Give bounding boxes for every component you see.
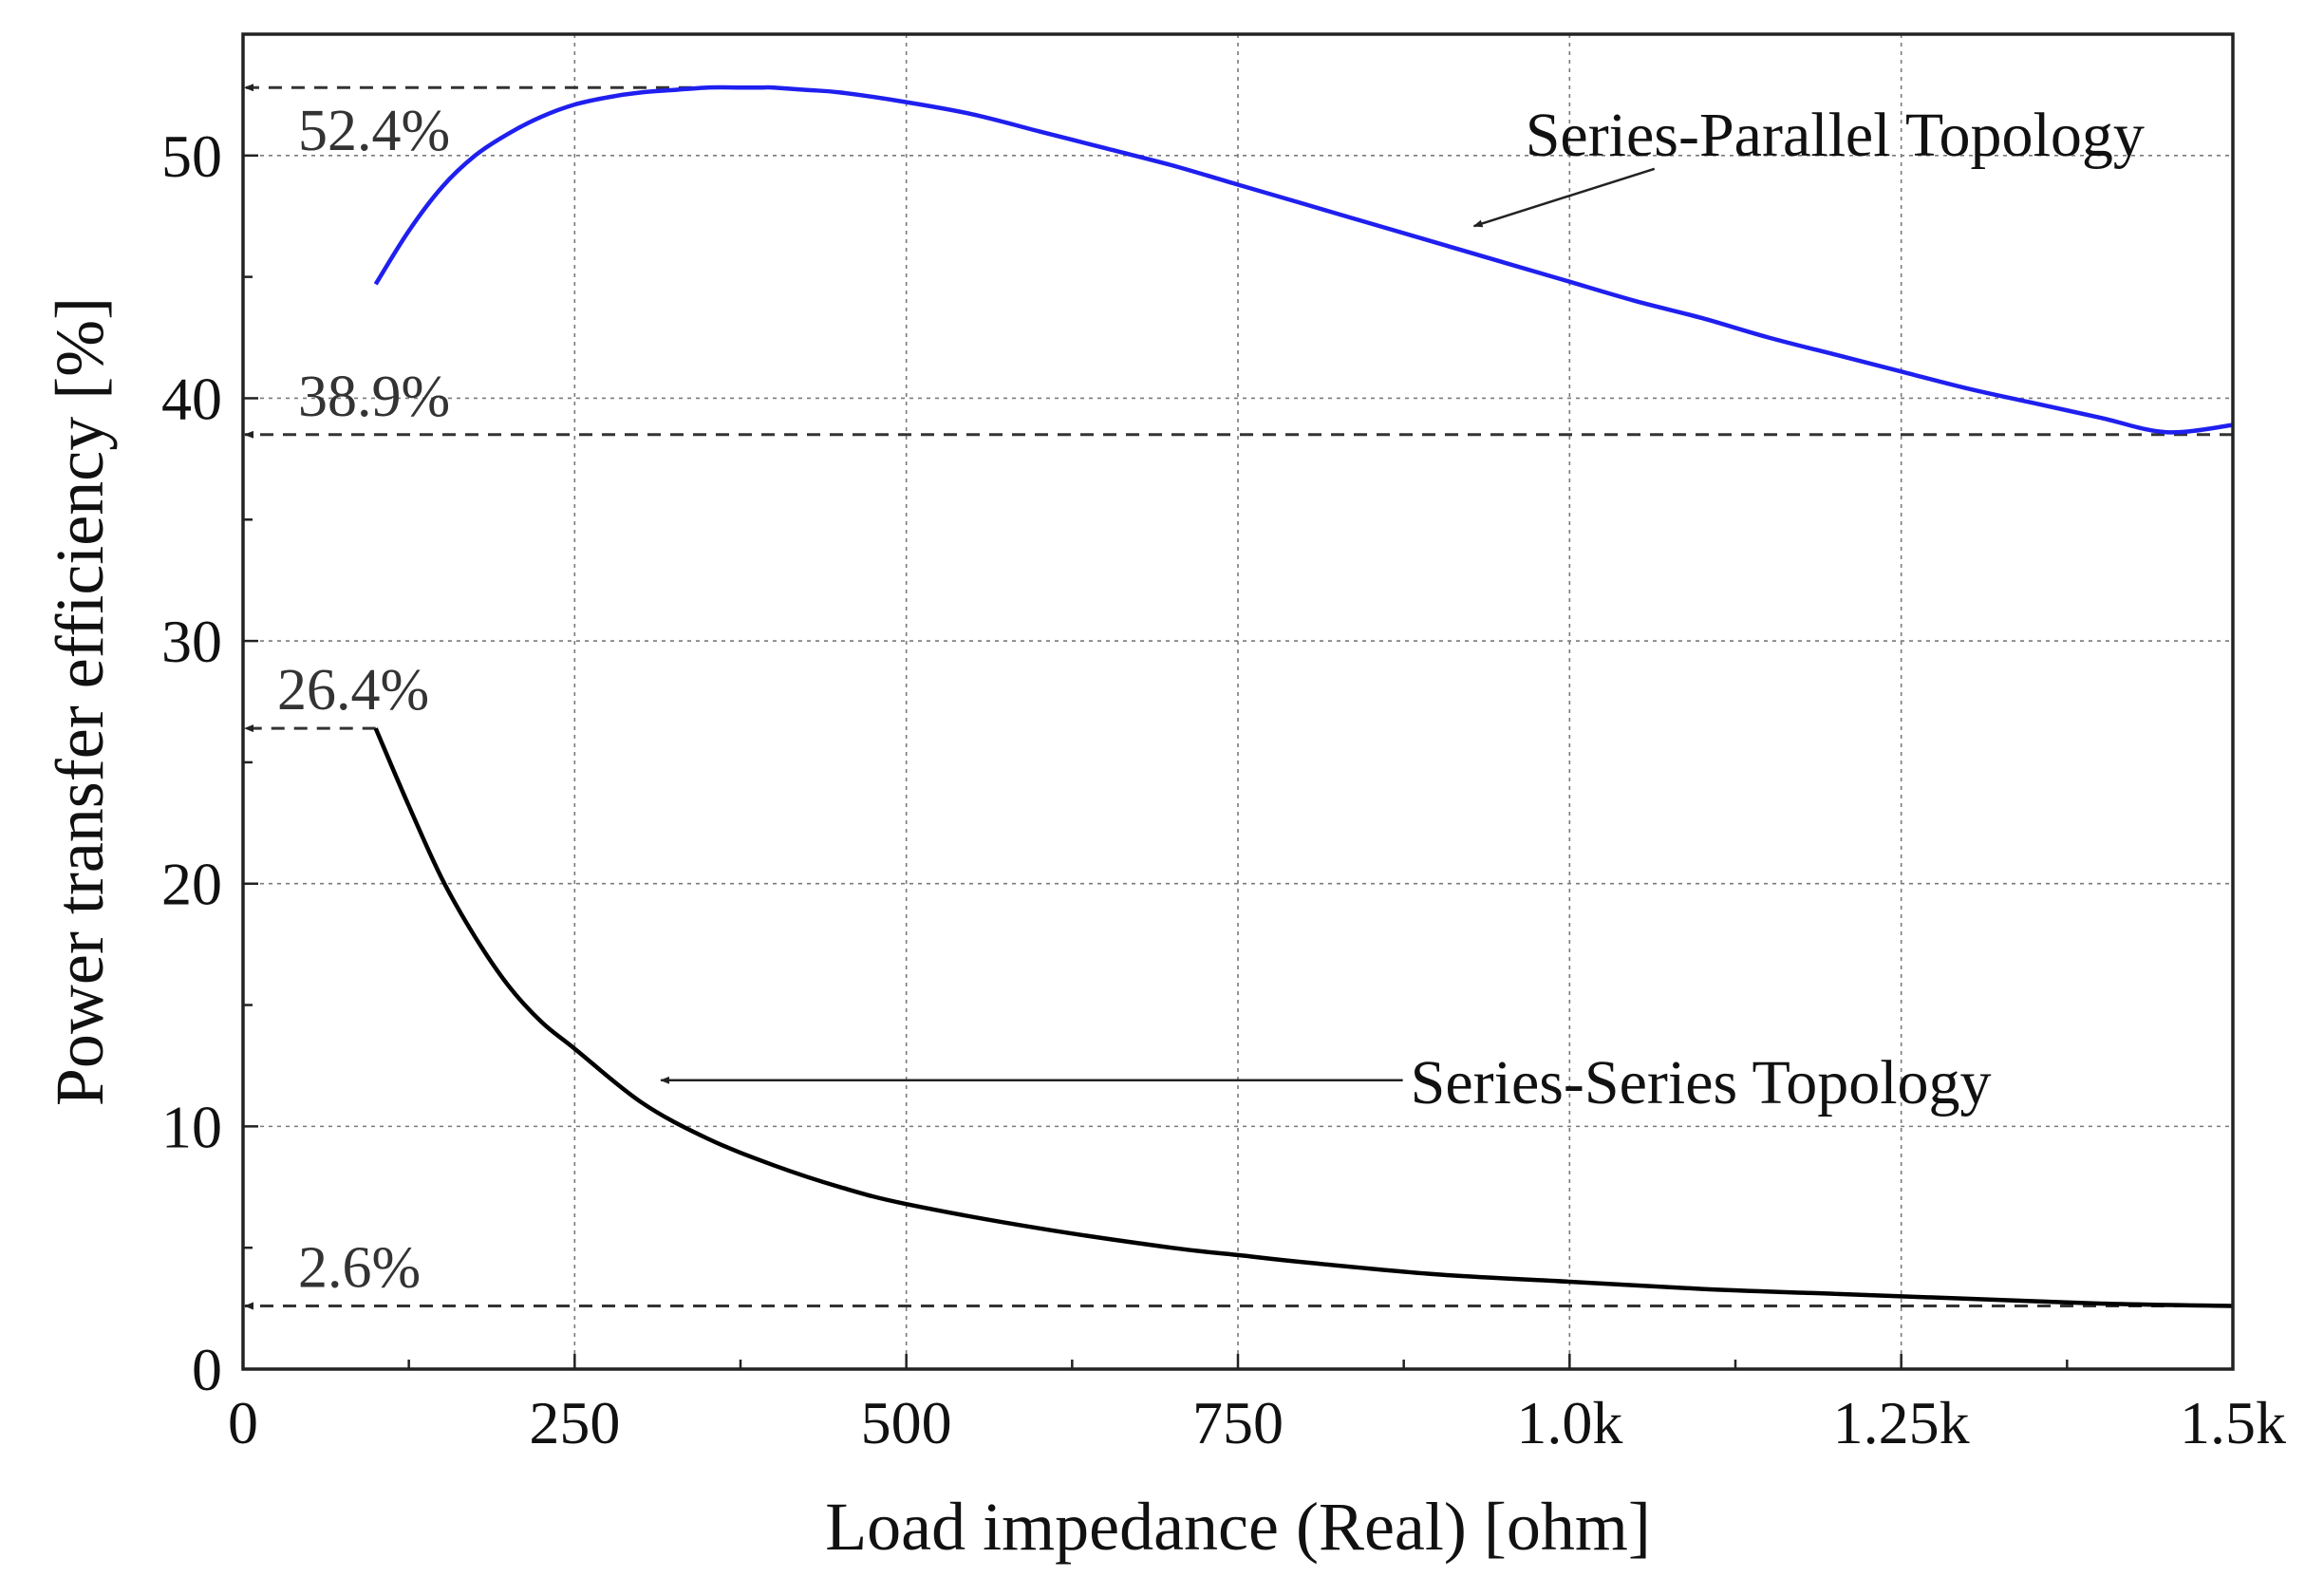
y-tick-label: 40 [161,365,222,432]
series-layer [373,84,2234,1308]
x-tick-label: 0 [228,1389,258,1456]
x-tick-label: 1.0k [1516,1389,1622,1456]
x-axis-title: Load impedance (Real) [ohm] [825,1489,1651,1565]
x-tick-label: 250 [529,1389,620,1456]
annotations: Series-Parallel Topology Series-Series To… [660,101,2145,1117]
y-tick-label: 30 [161,608,222,675]
x-tick-label: 1.5k [2180,1389,2286,1456]
y-tick-label: 50 [161,122,222,190]
reference-label: 2.6% [298,1236,421,1301]
y-tick-label: 20 [161,851,222,918]
series-parallel-label: Series-Parallel Topology [1526,101,2145,170]
x-tick-label: 500 [861,1389,952,1456]
series-series-curve [373,727,2234,1308]
grid-layer [243,34,2233,1369]
y-tick-label: 10 [161,1093,222,1160]
series-series-label: Series-Series Topology [1411,1048,1992,1117]
series-parallel-arrow [1472,167,1656,228]
reference-label: 52.4% [298,99,450,163]
reference-label: 38.9% [298,365,450,429]
y-axis-title: Power transfer efficiency [%] [42,297,118,1106]
tick-labels: 0 250 500 750 1.0k 1.25k 1.5k 0 10 20 30 40 50 [161,122,2286,1456]
axis-ticks [241,154,2235,1371]
reference-label: 26.4% [277,658,429,723]
x-tick-label: 1.25k [1833,1389,1970,1456]
y-tick-label: 0 [192,1336,222,1403]
series-parallel-curve [373,84,2234,435]
x-tick-label: 750 [1192,1389,1284,1456]
reference-lines: 52.4% 38.9% 26.4% 2.6% [244,84,2233,1310]
